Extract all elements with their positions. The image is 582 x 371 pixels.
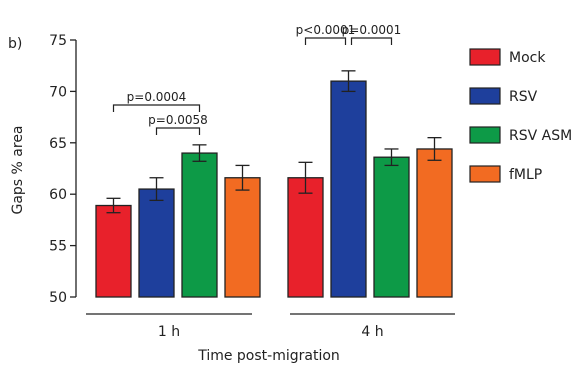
significance-bracket [112, 104, 201, 112]
y-axis-title: Gaps % area [10, 125, 26, 214]
p-value-label: p<0.0001 [296, 23, 356, 37]
significance-bracket [155, 127, 201, 135]
bar [287, 177, 324, 298]
panel-label: b) [8, 36, 22, 52]
bar [373, 156, 410, 298]
y-tick-label: 75 [49, 33, 67, 49]
bar [416, 148, 453, 298]
legend-swatch [469, 126, 501, 144]
x-tick-label: 1 h [158, 324, 180, 340]
legend-swatch [469, 165, 501, 183]
p-value-label: p=0.0004 [127, 90, 187, 104]
significance-bracket [304, 37, 347, 45]
y-axis: 50 55 60 65 70 75 [49, 33, 77, 306]
y-tick-label: 55 [49, 239, 67, 255]
legend-swatch [469, 48, 501, 66]
bar [95, 204, 132, 298]
y-tick-label: 60 [49, 187, 67, 203]
y-tick-label: 50 [49, 290, 67, 306]
bar [181, 152, 218, 298]
p-value-label: p=0.0001 [342, 23, 402, 37]
significance-bracket [350, 37, 393, 45]
y-tick-label: 70 [49, 84, 67, 100]
bar [224, 177, 261, 298]
legend: Mock RSV RSV ASM fMLP [469, 48, 572, 183]
legend-label: Mock [509, 50, 546, 66]
legend-label: RSV [509, 89, 538, 105]
y-tick-label: 65 [49, 136, 67, 152]
bar [138, 188, 175, 298]
x-tick-label: 4 h [361, 324, 383, 340]
x-axis-title: Time post-migration [197, 348, 340, 364]
legend-label: RSV ASM [509, 128, 572, 144]
legend-swatch [469, 87, 501, 105]
p-value-label: p=0.0058 [148, 113, 208, 127]
x-axis: 1 h 4 h [86, 313, 455, 340]
bar [330, 80, 367, 298]
bars-layer [95, 70, 453, 298]
legend-label: fMLP [509, 167, 542, 183]
